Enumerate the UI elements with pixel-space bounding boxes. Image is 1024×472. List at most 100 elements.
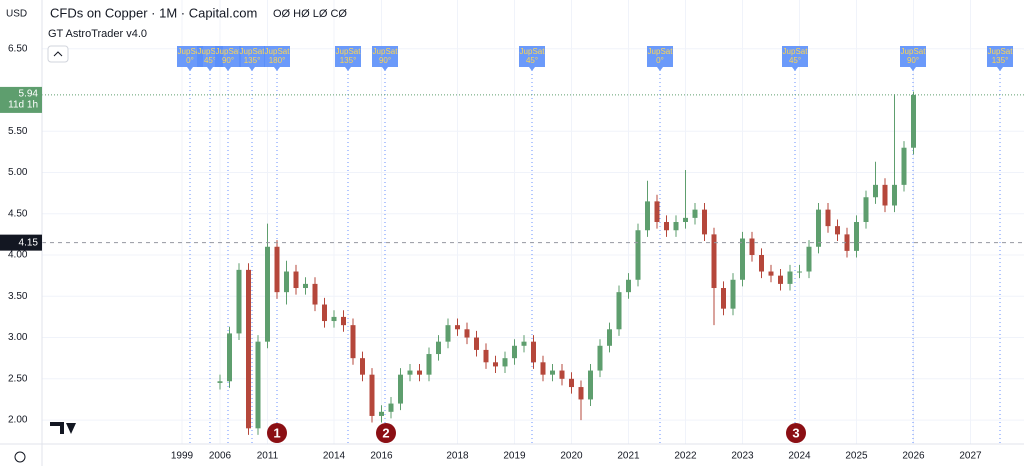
candle-body [445,325,451,342]
marker-angle: 135° [992,56,1009,65]
candle-body [806,246,812,272]
candle-body [379,411,384,416]
x-tick-label: 2022 [674,451,697,462]
wave-circle [786,423,806,443]
last-price-label: 5.94 [19,89,39,100]
marker-angle: 180° [269,56,286,65]
wave-circle [376,423,396,443]
marker-name: JupSat [901,47,927,56]
candle-body [217,381,223,383]
x-tick-label: 2020 [560,451,583,462]
candle-body [531,341,536,363]
candle-body [483,349,489,363]
candle-body [844,234,850,251]
logo [50,422,76,434]
candle-body [274,246,280,293]
marker-name: JupSat [988,47,1014,56]
candle-body [911,94,916,148]
candle-body [350,325,356,359]
candle-body [730,279,736,309]
currency: USD [6,9,27,20]
candle-body [540,362,546,375]
x-tick-label: 2006 [209,451,232,462]
collapse-button[interactable] [47,45,69,63]
candle-body [787,271,793,284]
candle-body [607,329,612,346]
marker-name: JupSat [198,47,224,56]
marker-badge [782,46,808,71]
candle-body [312,283,318,305]
candle-body [616,292,622,330]
candle-body [236,269,242,334]
settings-icon[interactable] [14,451,26,463]
wave-number: 2 [382,425,389,440]
candle-body [664,222,669,231]
x-tick-label: 1999 [171,451,194,462]
ohlc: OØ HØ LØ CØ [273,8,347,20]
candle-body [246,269,251,429]
y-tick-label: 4.50 [8,208,28,219]
marker-name: JupSat [240,47,266,56]
y-tick-label: 4.00 [8,250,28,261]
x-tick-label: 2027 [959,451,982,462]
candle-body [759,255,764,272]
candle-body [369,374,375,416]
marker-name: JupSat [216,47,242,56]
candle-body [227,333,232,382]
marker-badge [177,46,203,71]
last-price-box [0,86,42,113]
x-tick-label: 2023 [731,451,754,462]
y-tick-label: 2.50 [8,373,28,384]
candle-body [740,238,745,280]
marker-badge [647,46,673,71]
marker-angle: 0° [656,56,664,65]
candle-body [882,184,888,206]
x-tick-label: 2011 [257,451,279,462]
marker-name: JupSat [520,47,546,56]
candle-body [521,341,527,346]
plot: JupSat0°JupSat45°JupSat90°JupSat135°JupS… [42,0,1024,444]
marker-angle: 90° [379,56,391,65]
candle-body [464,329,470,338]
candle-body [863,197,869,222]
symbol-title[interactable]: CFDs on Copper · 1M · Capital.com [50,5,257,20]
candle-body [341,316,346,326]
marker-name: JupSat [373,47,399,56]
marker-badge [215,46,241,71]
candle-body [559,370,565,379]
marker-name: JupSat [178,47,204,56]
wave-number: 1 [273,425,280,440]
candle-body [702,209,707,235]
candle-body [835,226,840,235]
marker-badge [335,46,361,71]
indicator-name[interactable]: GT AstroTrader v4.0 [48,28,147,40]
wave-number: 3 [792,425,799,440]
candle-body [388,403,394,412]
crosshair-box [0,234,42,251]
candle-body [588,370,593,400]
candle-body [825,209,831,227]
x-tick-label: 2018 [446,451,469,462]
candle-body [550,370,555,375]
marker-badge [372,46,398,71]
x-tick-label: 2026 [902,451,925,462]
candle-body [873,184,878,198]
marker-angle: 135° [340,56,357,65]
candle-body [455,325,460,330]
x-tick-label: 2019 [503,451,526,462]
marker-name: JupSat [783,47,809,56]
y-tick-label: 2.00 [8,415,28,426]
marker-angle: 45° [526,56,538,65]
candle-body [303,283,308,289]
x-tick-label: 2021 [617,451,640,462]
candle-body [569,378,574,388]
candle-body [797,271,802,273]
candle-body [360,358,365,375]
candle-body [816,209,821,247]
candle-body [673,222,679,231]
candle-body [322,304,327,322]
marker-name: JupSat [265,47,291,56]
candle-body [854,222,859,251]
x-tick-label: 2014 [323,451,346,462]
